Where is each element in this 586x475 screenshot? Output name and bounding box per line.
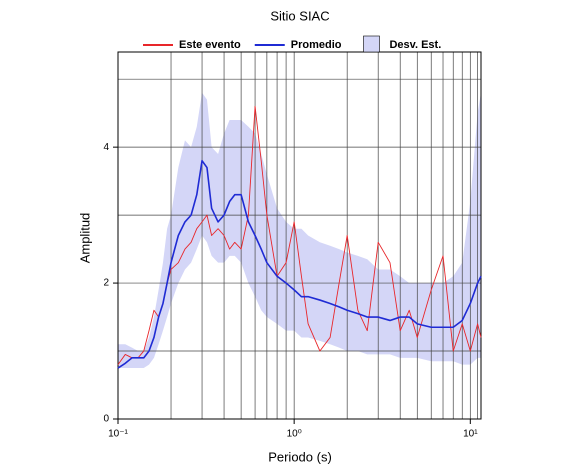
x-axis-label: Periodo (s) <box>268 449 332 464</box>
std-band <box>118 92 481 369</box>
legend-swatch <box>363 35 380 53</box>
x-tick-label: 10⁻¹ <box>108 429 128 440</box>
chart-title: Sitio SIAC <box>270 8 329 23</box>
legend-label: Este evento <box>179 39 241 51</box>
x-tick-label: 10¹ <box>463 429 478 440</box>
legend-label: Desv. Est. <box>389 39 441 51</box>
y-tick-label: 4 <box>103 142 109 153</box>
legend-label: Promedio <box>291 39 342 51</box>
y-tick-label: 0 <box>103 414 109 425</box>
y-axis-label: Amplitud <box>77 213 92 264</box>
plot-frame <box>117 51 482 420</box>
y-tick-label: 2 <box>103 278 109 289</box>
x-tick-label: 10⁰ <box>287 429 302 440</box>
series-line <box>117 159 482 369</box>
